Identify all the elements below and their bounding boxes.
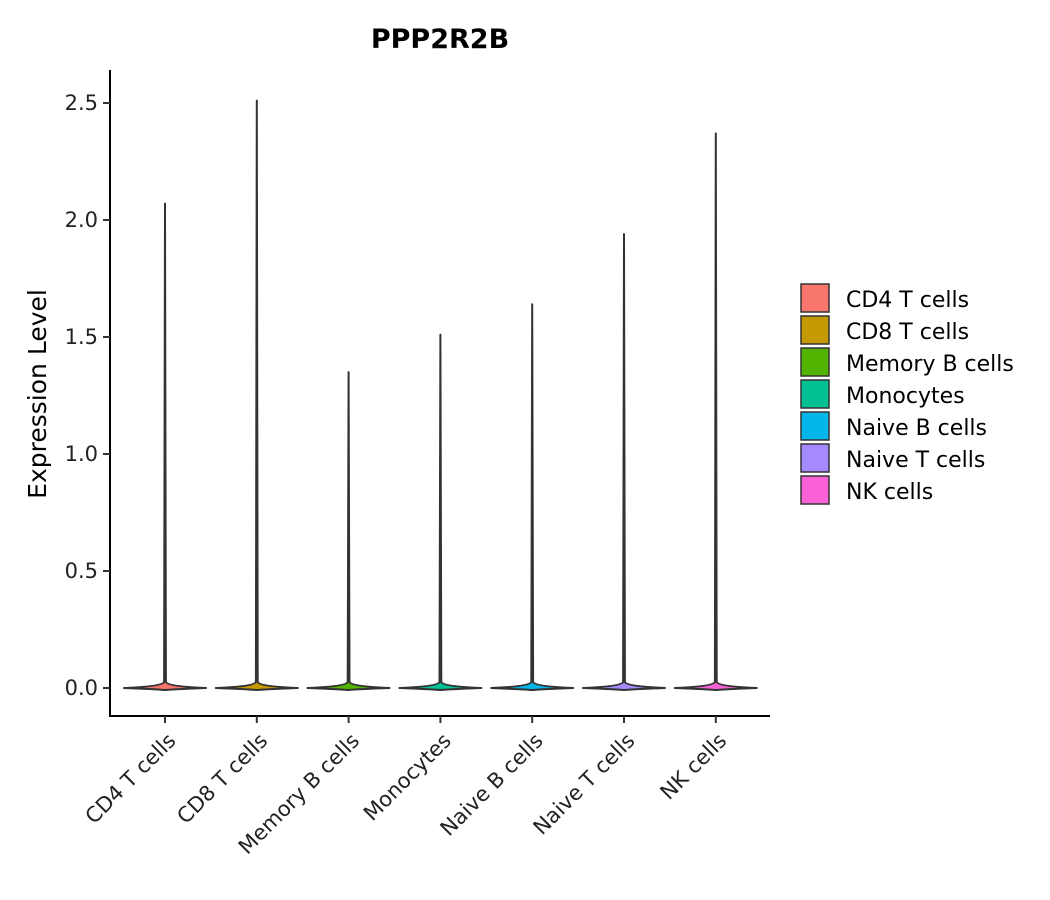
violin-shape xyxy=(398,333,483,691)
x-tick-label: Monocytes xyxy=(359,729,456,826)
legend-label: Monocytes xyxy=(846,384,965,409)
legend-item: Monocytes xyxy=(800,379,965,409)
violin-cd4-t-cells xyxy=(123,202,207,691)
legend: CD4 T cells CD8 T cells Memory B cells Mono… xyxy=(800,283,1014,505)
violin-shape xyxy=(673,132,758,691)
legend-item: CD8 T cells xyxy=(800,315,969,345)
x-tick-label: CD4 T cells xyxy=(81,729,181,829)
legend-swatch xyxy=(800,283,830,313)
violin-shape xyxy=(490,303,575,691)
legend-item: CD4 T cells xyxy=(800,283,969,313)
legend-swatch xyxy=(800,347,830,377)
legend-item: Naive B cells xyxy=(800,411,987,441)
violin-naive-b-cells xyxy=(490,303,575,691)
legend-item: Naive T cells xyxy=(800,443,985,473)
violin-shape xyxy=(582,233,666,691)
y-axis: 0.0 0.5 1.0 1.5 2.0 2.5 xyxy=(65,70,111,716)
plot-area xyxy=(123,99,758,691)
legend-swatch xyxy=(800,411,830,441)
violin-nk-cells xyxy=(673,132,758,691)
legend-swatch xyxy=(800,315,830,345)
y-tick-label: 1.5 xyxy=(65,325,98,349)
y-tick-label: 1.0 xyxy=(65,442,98,466)
violin-naive-t-cells xyxy=(582,233,666,691)
y-axis-title: Expression Level xyxy=(23,289,52,499)
y-tick-label: 0.5 xyxy=(65,559,98,583)
x-tick-label: NK cells xyxy=(656,729,732,805)
legend-swatch xyxy=(800,475,830,505)
y-tick-label: 2.0 xyxy=(65,208,98,232)
legend-item: NK cells xyxy=(800,475,933,505)
legend-label: CD4 T cells xyxy=(846,288,969,313)
legend-label: Naive B cells xyxy=(846,416,987,441)
violin-shape xyxy=(214,99,299,691)
y-tick-label: 0.0 xyxy=(65,676,98,700)
violin-shape xyxy=(306,371,391,691)
legend-swatch xyxy=(800,379,830,409)
legend-item: Memory B cells xyxy=(800,347,1014,377)
y-tick-label: 2.5 xyxy=(65,91,98,115)
x-tick-label: CD8 T cells xyxy=(172,729,272,829)
chart-title: PPP2R2B xyxy=(371,24,509,55)
violin-memory-b-cells xyxy=(306,371,391,691)
legend-label: NK cells xyxy=(846,480,933,505)
legend-label: CD8 T cells xyxy=(846,320,969,345)
legend-label: Naive T cells xyxy=(846,448,985,473)
legend-label: Memory B cells xyxy=(846,352,1014,377)
legend-swatch xyxy=(800,443,830,473)
violin-shape xyxy=(123,202,207,691)
violin-cd8-t-cells xyxy=(214,99,299,691)
violin-monocytes xyxy=(398,333,483,691)
